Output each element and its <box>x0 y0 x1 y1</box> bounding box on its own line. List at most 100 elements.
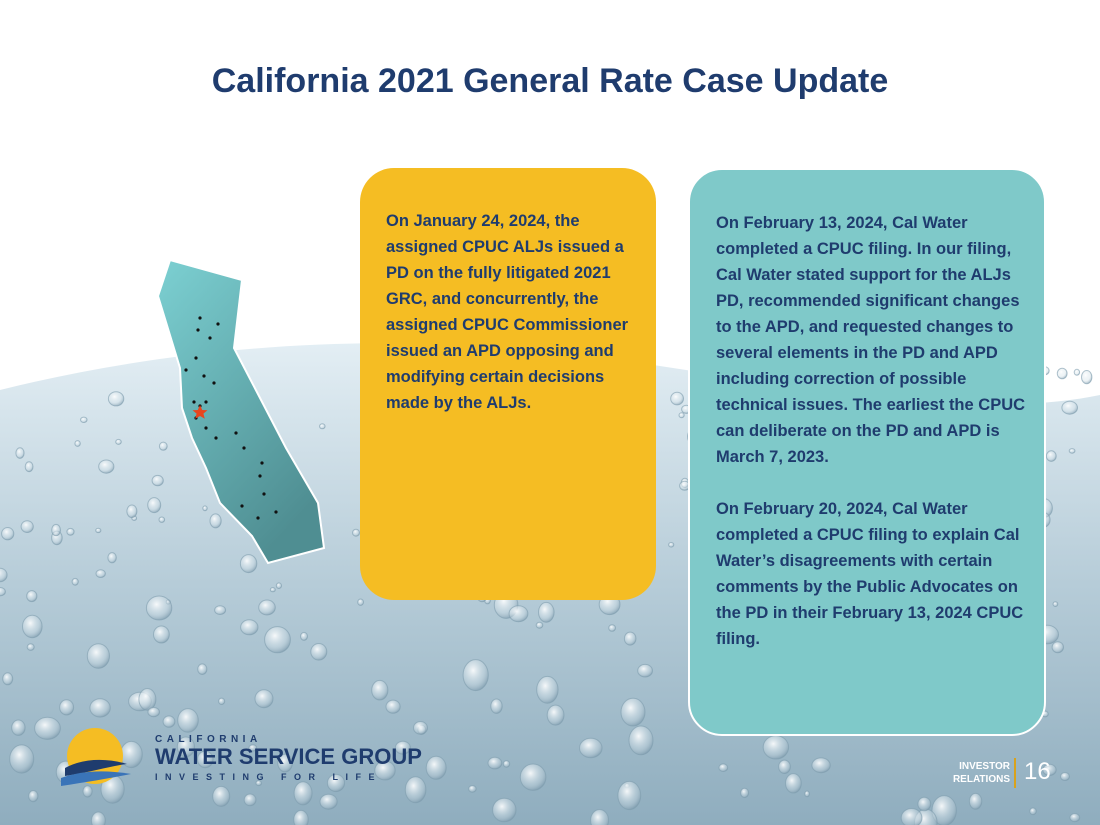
water-droplet <box>255 780 263 787</box>
water-droplet <box>240 619 259 636</box>
water-droplet <box>126 504 138 519</box>
water-droplet <box>71 577 79 586</box>
water-droplet <box>931 795 957 825</box>
water-droplet <box>678 412 685 419</box>
logo-top-line: CALIFORNIA <box>155 734 262 745</box>
water-droplet <box>300 631 308 641</box>
water-droplet <box>197 663 208 676</box>
water-droplet <box>107 552 117 564</box>
water-droplet <box>620 697 646 727</box>
water-droplet <box>487 756 503 770</box>
water-droplet <box>1 527 15 541</box>
water-droplet <box>214 605 227 615</box>
water-droplet <box>637 663 653 678</box>
water-droplet <box>371 679 389 701</box>
water-droplet <box>95 527 102 534</box>
water-droplet <box>811 757 831 774</box>
water-droplet <box>98 459 115 474</box>
footer-divider <box>1014 758 1016 788</box>
water-droplet <box>95 569 106 578</box>
water-droplet <box>277 753 293 773</box>
company-logo: CALIFORNIA WATER SERVICE GROUP INVESTING… <box>61 728 422 786</box>
water-droplet <box>254 689 274 709</box>
water-droplet <box>51 523 61 537</box>
water-droplet <box>86 643 111 669</box>
water-droplet <box>519 763 547 791</box>
water-droplet <box>147 706 160 718</box>
investor-label-line2: RELATIONS <box>952 774 1010 785</box>
filing-update-paragraph-2: On February 20, 2024, Cal Water complete… <box>716 500 1024 648</box>
water-droplet <box>248 744 258 752</box>
water-droplet <box>1029 807 1037 816</box>
water-droplet <box>138 688 157 711</box>
water-droplet <box>394 740 411 755</box>
water-droplet <box>762 735 790 760</box>
water-droplet <box>374 760 396 781</box>
filing-update-paragraph-1: On February 13, 2024, Cal Water complete… <box>716 214 1026 466</box>
water-droplet <box>538 601 555 623</box>
water-droplet <box>1073 368 1081 376</box>
water-droplet <box>579 737 603 759</box>
water-droplet <box>66 527 75 536</box>
water-droplet <box>1042 763 1057 777</box>
water-droplet <box>462 659 489 692</box>
water-droplet <box>804 790 810 798</box>
water-droplet <box>239 554 258 574</box>
water-droplet <box>900 808 923 825</box>
water-droplet <box>357 598 365 606</box>
water-droplet <box>145 595 173 621</box>
water-droplet <box>162 715 176 728</box>
water-droplet <box>968 792 983 810</box>
water-droplet <box>26 643 35 651</box>
water-droplet <box>385 699 401 714</box>
water-droplet <box>59 699 75 716</box>
water-droplet <box>26 590 38 603</box>
water-droplet <box>293 809 309 825</box>
water-droplet <box>218 697 226 705</box>
logo-main-line: WATER SERVICE GROUP <box>155 744 422 769</box>
water-droplet <box>1081 370 1093 385</box>
water-droplet <box>115 438 122 445</box>
sun-wave-logo-icon <box>61 728 131 786</box>
water-droplet <box>74 440 81 447</box>
water-droplet <box>590 809 610 825</box>
water-droplet <box>209 513 222 529</box>
water-droplet <box>1045 450 1057 462</box>
water-droplet <box>0 567 8 583</box>
water-droplet <box>80 416 88 423</box>
investor-relations-label: INVESTOR RELATIONS <box>938 760 1010 786</box>
water-droplet <box>502 760 511 768</box>
pd-announcement-text: On January 24, 2024, the assigned CPUC A… <box>386 212 629 412</box>
water-droplet <box>2 672 14 686</box>
water-droplet <box>0 587 6 597</box>
water-droplet <box>9 744 35 774</box>
water-droplet <box>917 796 932 812</box>
water-droplet <box>546 704 565 726</box>
water-droplet <box>778 759 791 774</box>
logo-tagline: INVESTING FOR LIFE <box>155 772 382 782</box>
water-droplet <box>617 780 642 811</box>
water-droplet <box>310 643 328 661</box>
water-droplet <box>22 614 43 639</box>
filing-update-box: On February 13, 2024, Cal Water complete… <box>688 168 1046 736</box>
water-droplet <box>176 736 195 758</box>
water-droplet <box>668 542 675 548</box>
water-droplet <box>275 582 282 590</box>
water-droplet <box>468 785 477 793</box>
water-droplet <box>89 698 111 718</box>
water-droplet <box>177 708 199 733</box>
water-droplet <box>82 785 93 798</box>
water-droplet <box>413 721 428 735</box>
water-droplet <box>293 781 313 806</box>
water-droplet <box>147 497 162 514</box>
water-droplet <box>326 773 346 793</box>
water-droplet <box>90 811 106 825</box>
water-droplet <box>258 599 276 616</box>
water-droplet <box>1069 813 1081 823</box>
water-droplet <box>740 787 750 799</box>
water-droplet <box>1051 641 1065 654</box>
water-droplet <box>718 763 729 773</box>
water-droplet <box>628 725 654 756</box>
water-droplet <box>608 624 616 632</box>
